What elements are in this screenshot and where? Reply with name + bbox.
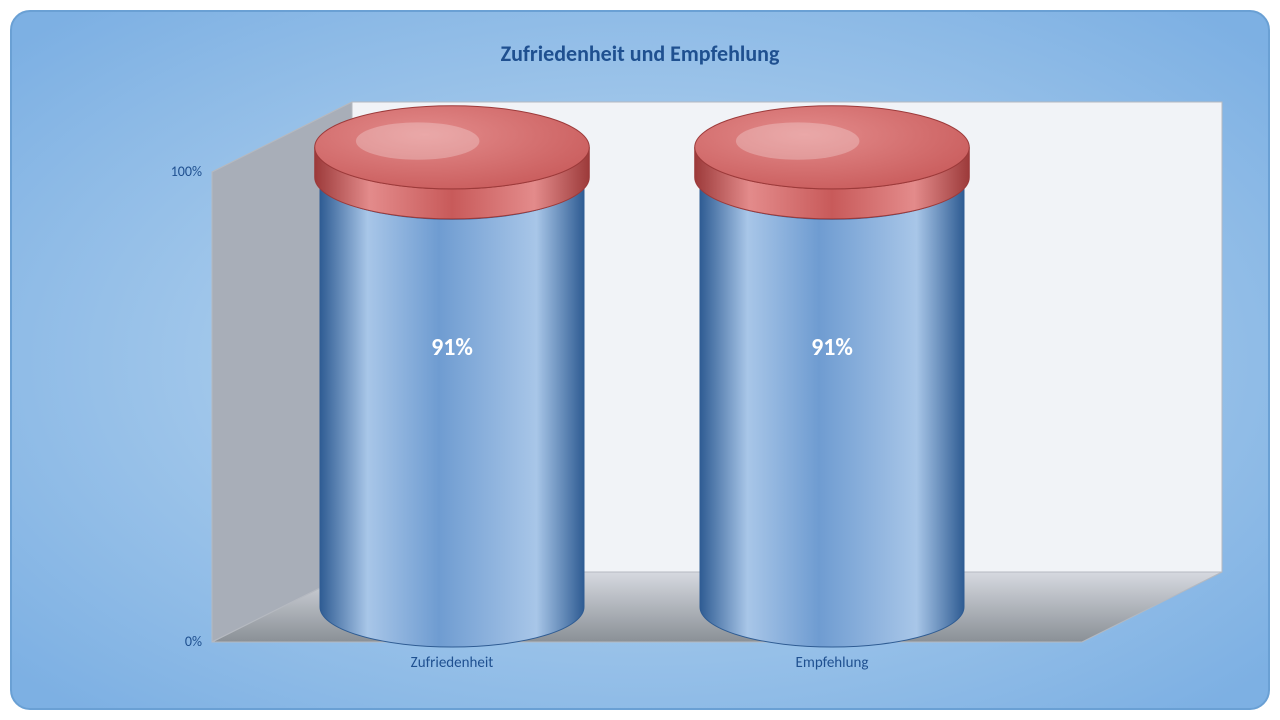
y-tick-label: 100% (171, 163, 202, 180)
chart-svg (12, 12, 1272, 712)
y-tick-label: 0% (185, 633, 202, 650)
category-label: Empfehlung (702, 654, 962, 672)
data-label: 91% (702, 333, 962, 362)
category-label: Zufriedenheit (322, 654, 582, 672)
data-label: 91% (322, 333, 582, 362)
chart-card: Zufriedenheit und Empfehlung 0% 100% 91% Zu… (10, 10, 1270, 710)
chart-title: Zufriedenheit und Empfehlung (12, 40, 1268, 67)
